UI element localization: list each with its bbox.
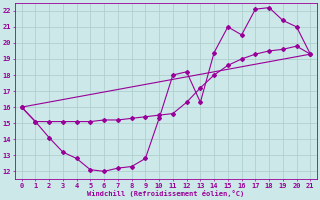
X-axis label: Windchill (Refroidissement éolien,°C): Windchill (Refroidissement éolien,°C) (87, 190, 244, 197)
